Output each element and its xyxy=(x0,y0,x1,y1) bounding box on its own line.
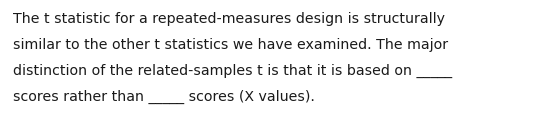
Text: distinction of the related-samples t is that it is based on _____: distinction of the related-samples t is … xyxy=(13,64,452,78)
Text: The t statistic for a repeated-measures design is structurally: The t statistic for a repeated-measures … xyxy=(13,12,445,26)
Text: scores rather than _____ scores (X values).: scores rather than _____ scores (X value… xyxy=(13,90,315,104)
Text: similar to the other t statistics we have examined. The major: similar to the other t statistics we hav… xyxy=(13,38,448,52)
